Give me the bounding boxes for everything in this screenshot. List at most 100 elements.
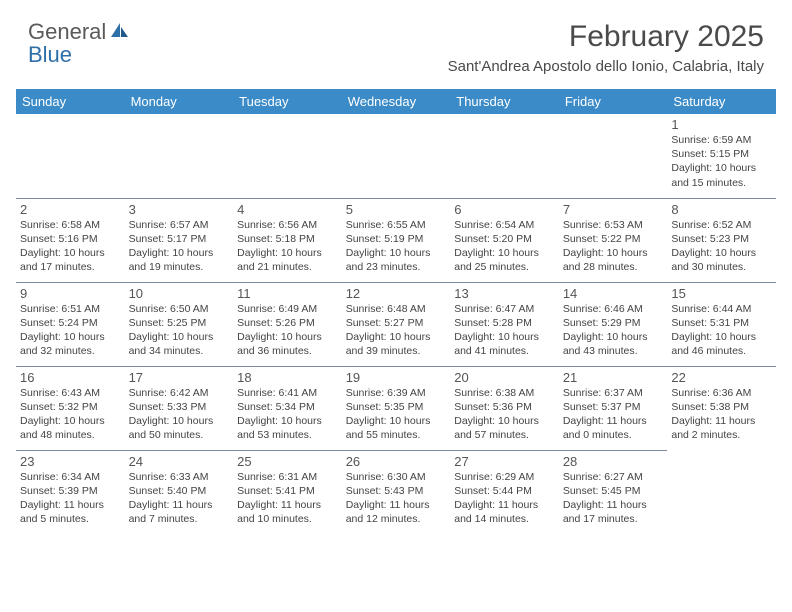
daylight-text: and 0 minutes. [563,428,664,442]
day-info: Sunrise: 6:39 AMSunset: 5:35 PMDaylight:… [346,386,447,443]
daylight-text: and 15 minutes. [671,176,772,190]
day-info: Sunrise: 6:57 AMSunset: 5:17 PMDaylight:… [129,218,230,275]
calendar-cell: 18Sunrise: 6:41 AMSunset: 5:34 PMDayligh… [233,366,342,450]
day-info: Sunrise: 6:33 AMSunset: 5:40 PMDaylight:… [129,470,230,527]
sunset-text: Sunset: 5:24 PM [20,316,121,330]
daylight-text: Daylight: 10 hours [129,414,230,428]
brand-part1: General [28,19,106,44]
calendar-cell: 4Sunrise: 6:56 AMSunset: 5:18 PMDaylight… [233,198,342,282]
sunset-text: Sunset: 5:44 PM [454,484,555,498]
day-info: Sunrise: 6:59 AMSunset: 5:15 PMDaylight:… [671,133,772,190]
sunset-text: Sunset: 5:38 PM [671,400,772,414]
sunrise-text: Sunrise: 6:43 AM [20,386,121,400]
daylight-text: Daylight: 10 hours [129,330,230,344]
daylight-text: Daylight: 10 hours [237,414,338,428]
day-number: 9 [20,286,121,301]
weekday-header: Friday [559,89,668,114]
sunrise-text: Sunrise: 6:34 AM [20,470,121,484]
sunset-text: Sunset: 5:32 PM [20,400,121,414]
sunrise-text: Sunrise: 6:41 AM [237,386,338,400]
weekday-header: Monday [125,89,234,114]
calendar-cell: 6Sunrise: 6:54 AMSunset: 5:20 PMDaylight… [450,198,559,282]
daylight-text: Daylight: 10 hours [454,414,555,428]
daylight-text: Daylight: 10 hours [671,330,772,344]
sunrise-text: Sunrise: 6:51 AM [20,302,121,316]
sunset-text: Sunset: 5:29 PM [563,316,664,330]
daylight-text: Daylight: 11 hours [237,498,338,512]
calendar-cell: 25Sunrise: 6:31 AMSunset: 5:41 PMDayligh… [233,450,342,534]
day-info: Sunrise: 6:34 AMSunset: 5:39 PMDaylight:… [20,470,121,527]
day-number: 16 [20,370,121,385]
day-number: 6 [454,202,555,217]
page-header: GeneralBlue February 2025 Sant'Andrea Ap… [0,0,792,83]
daylight-text: Daylight: 11 hours [346,498,447,512]
location-subtitle: Sant'Andrea Apostolo dello Ionio, Calabr… [448,58,764,75]
calendar-body: 1Sunrise: 6:59 AMSunset: 5:15 PMDaylight… [16,114,776,534]
daylight-text: and 14 minutes. [454,512,555,526]
sunrise-text: Sunrise: 6:58 AM [20,218,121,232]
sunrise-text: Sunrise: 6:54 AM [454,218,555,232]
calendar-cell-empty [450,114,559,198]
calendar-cell: 2Sunrise: 6:58 AMSunset: 5:16 PMDaylight… [16,198,125,282]
day-number: 10 [129,286,230,301]
daylight-text: Daylight: 10 hours [346,246,447,260]
day-number: 2 [20,202,121,217]
day-number: 5 [346,202,447,217]
calendar-table: Sunday Monday Tuesday Wednesday Thursday… [16,89,776,534]
calendar-cell: 10Sunrise: 6:50 AMSunset: 5:25 PMDayligh… [125,282,234,366]
sunrise-text: Sunrise: 6:27 AM [563,470,664,484]
daylight-text: Daylight: 10 hours [563,246,664,260]
sunrise-text: Sunrise: 6:31 AM [237,470,338,484]
daylight-text: Daylight: 10 hours [20,246,121,260]
sunset-text: Sunset: 5:20 PM [454,232,555,246]
calendar-cell-empty [559,114,668,198]
calendar-cell: 9Sunrise: 6:51 AMSunset: 5:24 PMDaylight… [16,282,125,366]
day-number: 19 [346,370,447,385]
daylight-text: and 57 minutes. [454,428,555,442]
day-info: Sunrise: 6:58 AMSunset: 5:16 PMDaylight:… [20,218,121,275]
sunrise-text: Sunrise: 6:55 AM [346,218,447,232]
day-info: Sunrise: 6:49 AMSunset: 5:26 PMDaylight:… [237,302,338,359]
daylight-text: Daylight: 10 hours [454,330,555,344]
calendar-cell-empty [233,114,342,198]
calendar-cell-empty [667,450,776,534]
day-number: 8 [671,202,772,217]
daylight-text: Daylight: 10 hours [20,414,121,428]
calendar-cell: 20Sunrise: 6:38 AMSunset: 5:36 PMDayligh… [450,366,559,450]
day-number: 11 [237,286,338,301]
day-info: Sunrise: 6:55 AMSunset: 5:19 PMDaylight:… [346,218,447,275]
calendar-row: 1Sunrise: 6:59 AMSunset: 5:15 PMDaylight… [16,114,776,198]
daylight-text: and 12 minutes. [346,512,447,526]
day-number: 21 [563,370,664,385]
calendar-cell: 15Sunrise: 6:44 AMSunset: 5:31 PMDayligh… [667,282,776,366]
daylight-text: and 53 minutes. [237,428,338,442]
daylight-text: and 17 minutes. [20,260,121,274]
sunrise-text: Sunrise: 6:33 AM [129,470,230,484]
sunset-text: Sunset: 5:26 PM [237,316,338,330]
daylight-text: and 7 minutes. [129,512,230,526]
calendar-cell: 3Sunrise: 6:57 AMSunset: 5:17 PMDaylight… [125,198,234,282]
calendar-cell: 22Sunrise: 6:36 AMSunset: 5:38 PMDayligh… [667,366,776,450]
day-number: 17 [129,370,230,385]
sunrise-text: Sunrise: 6:50 AM [129,302,230,316]
sunset-text: Sunset: 5:27 PM [346,316,447,330]
sunset-text: Sunset: 5:16 PM [20,232,121,246]
calendar-cell: 1Sunrise: 6:59 AMSunset: 5:15 PMDaylight… [667,114,776,198]
calendar-cell: 16Sunrise: 6:43 AMSunset: 5:32 PMDayligh… [16,366,125,450]
day-number: 13 [454,286,555,301]
day-number: 4 [237,202,338,217]
sunrise-text: Sunrise: 6:57 AM [129,218,230,232]
sunrise-text: Sunrise: 6:30 AM [346,470,447,484]
calendar-cell: 21Sunrise: 6:37 AMSunset: 5:37 PMDayligh… [559,366,668,450]
calendar-cell: 26Sunrise: 6:30 AMSunset: 5:43 PMDayligh… [342,450,451,534]
day-info: Sunrise: 6:48 AMSunset: 5:27 PMDaylight:… [346,302,447,359]
day-info: Sunrise: 6:54 AMSunset: 5:20 PMDaylight:… [454,218,555,275]
sunrise-text: Sunrise: 6:44 AM [671,302,772,316]
sunset-text: Sunset: 5:23 PM [671,232,772,246]
day-info: Sunrise: 6:27 AMSunset: 5:45 PMDaylight:… [563,470,664,527]
sunrise-text: Sunrise: 6:46 AM [563,302,664,316]
calendar-cell: 5Sunrise: 6:55 AMSunset: 5:19 PMDaylight… [342,198,451,282]
day-number: 24 [129,454,230,469]
daylight-text: and 10 minutes. [237,512,338,526]
day-number: 12 [346,286,447,301]
